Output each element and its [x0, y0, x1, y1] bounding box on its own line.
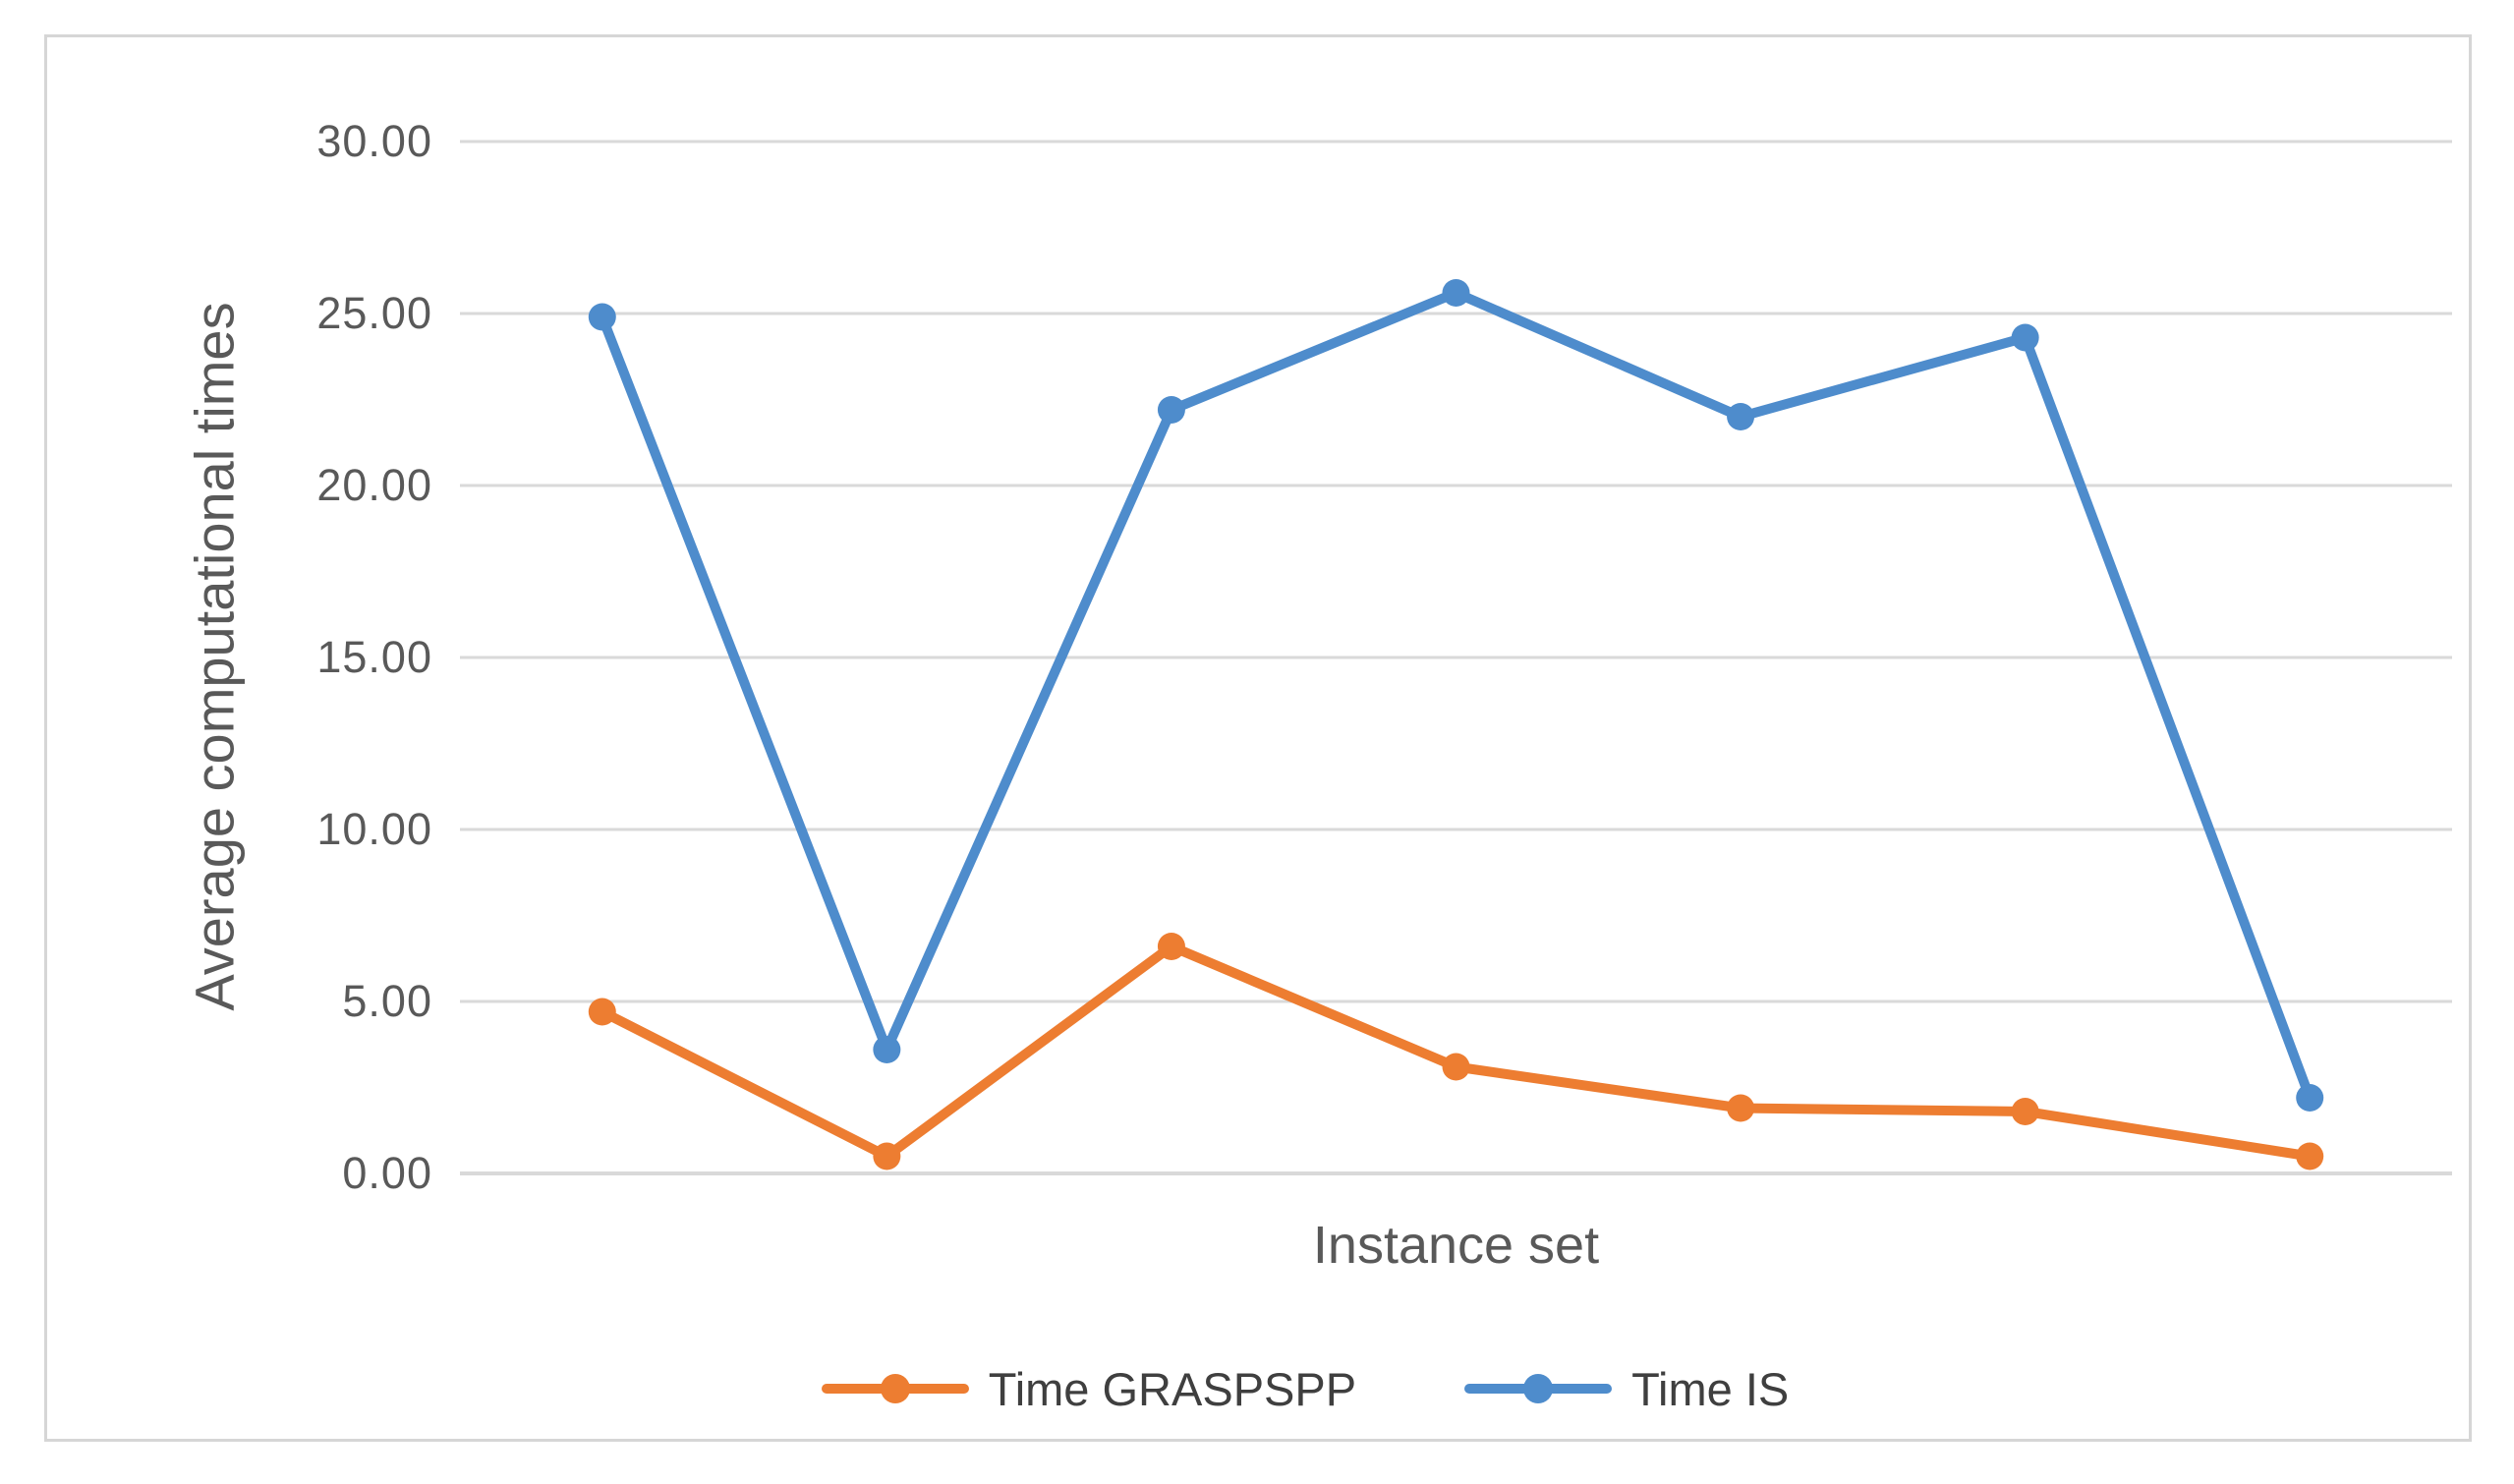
- data-point-time-graspspp: [1442, 1053, 1470, 1081]
- data-point-time-graspspp: [588, 998, 616, 1026]
- data-point-time-is: [873, 1036, 901, 1063]
- data-point-time-graspspp: [1727, 1094, 1755, 1122]
- data-point-time-is: [588, 303, 616, 331]
- legend-marker-line: [821, 1374, 969, 1403]
- data-point-time-is: [1442, 279, 1470, 307]
- y-tick-label: 0.00: [342, 1148, 432, 1198]
- data-point-time-is: [1157, 396, 1185, 424]
- chart-figure-frame: 30.00 25.00 20.00 15.00 10.00 5.00 0.00 Averag…: [44, 34, 2472, 1442]
- legend-marker-dot: [880, 1374, 910, 1403]
- legend-marker-line: [1464, 1374, 1613, 1403]
- data-point-time-is: [2296, 1084, 2324, 1112]
- x-axis-title: Instance set: [1312, 1216, 1600, 1275]
- y-tick-label: 20.00: [316, 460, 432, 510]
- data-point-time-graspspp: [2011, 1098, 2039, 1125]
- y-tick-label: 25.00: [316, 288, 432, 338]
- y-tick-label: 10.00: [316, 804, 432, 854]
- legend-marker-dot: [1523, 1374, 1554, 1403]
- data-point-time-graspspp: [873, 1142, 901, 1170]
- data-point-time-graspspp: [2296, 1142, 2324, 1170]
- y-tick-label: 15.00: [316, 632, 432, 682]
- data-point-time-is: [2011, 323, 2039, 352]
- y-axis-title: Average computational times: [183, 302, 246, 1011]
- data-point-time-is: [1727, 403, 1755, 430]
- legend-item-time-is: Time IS: [1464, 1362, 1789, 1416]
- chart-legend: Time GRASPSPP Time IS: [91, 1349, 2514, 1428]
- series-line-time-is: [597, 288, 2315, 1103]
- legend-item-time-graspspp: Time GRASPSPP: [821, 1362, 1357, 1416]
- y-tick-label: 30.00: [316, 116, 432, 166]
- legend-label: Time IS: [1631, 1362, 1790, 1415]
- legend-label: Time GRASPSPP: [988, 1362, 1357, 1415]
- data-point-time-graspspp: [1157, 933, 1185, 960]
- plot-area: [460, 140, 2452, 1175]
- y-tick-label: 5.00: [342, 976, 432, 1026]
